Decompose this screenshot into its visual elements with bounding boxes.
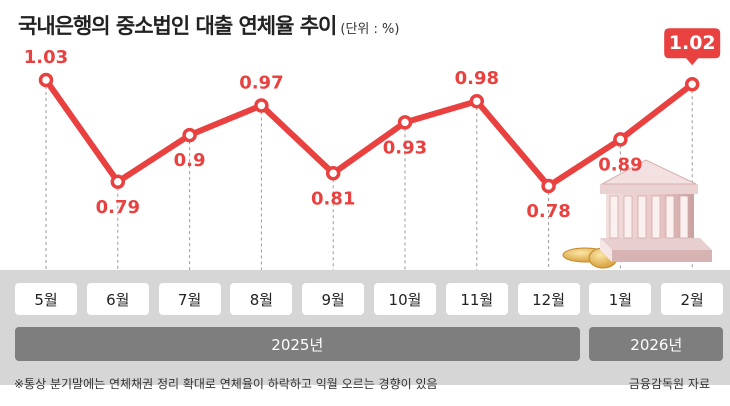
month-tick-label: 7월 bbox=[158, 283, 221, 315]
data-label: 1.03 bbox=[24, 47, 68, 68]
month-tick-label: 2월 bbox=[661, 283, 724, 315]
data-label: 0.89 bbox=[598, 154, 642, 175]
chart-title-text: 국내은행의 중소법인 대출 연체율 추이 bbox=[18, 14, 337, 38]
guide-lines bbox=[45, 80, 693, 270]
data-label: 0.81 bbox=[311, 188, 355, 209]
month-tick-label: 10월 bbox=[374, 283, 436, 315]
month-tick-label: 5월 bbox=[15, 283, 77, 315]
data-point bbox=[613, 132, 628, 147]
data-point bbox=[684, 76, 700, 92]
data-label: 1.02 bbox=[669, 32, 716, 54]
data-point bbox=[469, 93, 485, 109]
bank-illustration bbox=[562, 159, 712, 269]
highlight-callout bbox=[664, 28, 721, 66]
data-label: 0.97 bbox=[239, 72, 283, 93]
footnote: ※통상 분기말에는 연체채권 정리 확대로 연체율이 하락하고 익월 오르는 경… bbox=[14, 377, 438, 391]
data-point bbox=[38, 72, 54, 88]
month-tick-label: 1월 bbox=[589, 283, 652, 315]
data-labels: 1.03 0.79 0.9 0.97 0.81 0.93 0.98 0.78 0.89 1.02 bbox=[24, 28, 721, 222]
data-label: 0.98 bbox=[455, 68, 499, 89]
year-label: 2025년 bbox=[15, 327, 580, 361]
data-point bbox=[254, 98, 269, 113]
data-label: 0.93 bbox=[383, 137, 427, 158]
source-note: 금융감독원 자료 bbox=[628, 377, 710, 391]
month-tick-label: 12월 bbox=[517, 283, 580, 315]
chart-title: 국내은행의 중소법인 대출 연체율 추이 (단위 : %) bbox=[18, 10, 399, 40]
data-label: 0.79 bbox=[96, 197, 140, 218]
data-point bbox=[325, 166, 341, 181]
data-point bbox=[397, 115, 413, 130]
data-label: 0.78 bbox=[526, 201, 570, 222]
month-tick-label: 8월 bbox=[230, 283, 293, 315]
year-label: 2026년 bbox=[589, 327, 724, 361]
month-tick-label: 9월 bbox=[302, 283, 365, 315]
data-points bbox=[38, 72, 700, 194]
data-label: 0.9 bbox=[174, 150, 206, 171]
data-point bbox=[182, 127, 197, 143]
data-point bbox=[541, 178, 556, 194]
month-tick-label: 6월 bbox=[86, 283, 149, 315]
series-line bbox=[43, 77, 696, 189]
data-point bbox=[110, 174, 126, 190]
month-tick-label: 11월 bbox=[445, 283, 508, 315]
unit-label: (단위 : %) bbox=[340, 22, 400, 37]
